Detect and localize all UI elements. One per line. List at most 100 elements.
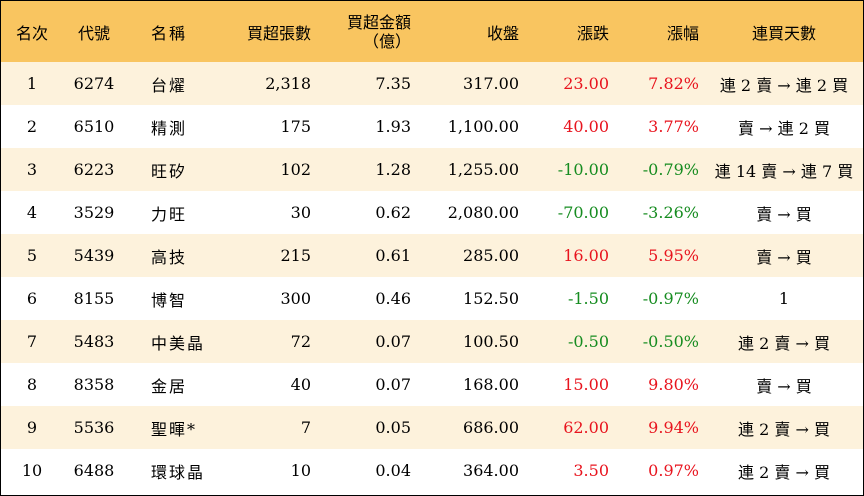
cell-change: -10.00 [557,160,609,179]
cell-buy-amount: 0.07 [375,375,411,394]
table-row: 2 6510 精測 175 1.93 1,100.00 40.00 3.77% 賣 → 連 2 … [1,105,863,148]
cell-close: 1,255.00 [447,160,519,179]
cell-buy-amount: 0.07 [375,332,411,351]
cell-rank: 6 [26,289,38,308]
cell-close: 100.50 [463,332,519,351]
cell-name: 博智 [151,290,188,310]
cell-rank: 4 [26,203,38,222]
cell-buy-lots: 7 [300,418,311,437]
cell-buy-amount: 0.46 [375,289,411,308]
table-row: 3 6223 旺矽 102 1.28 1,255.00 -10.00 -0.79% 連 14 賣… [1,148,863,191]
cell-buy-amount: 0.61 [375,246,411,265]
cell-name: 精測 [151,118,188,138]
cell-name: 台燿 [151,75,188,95]
cell-name: 中美晶 [151,333,206,353]
cell-consecutive-days: 連 14 賣 → 連 7 買 [714,161,854,181]
cell-close: 686.00 [463,418,519,437]
table-row: 7 5483 中美晶 72 0.07 100.50 -0.50 -0.50% 連 2 賣 → 買 [1,320,863,363]
header-code: 代號 [77,23,110,43]
cell-consecutive-days: 賣 → 連 2 買 [738,118,830,138]
cell-consecutive-days: 1 [778,289,790,308]
cell-consecutive-days: 賣 → 買 [756,376,812,396]
cell-rank: 9 [26,418,38,437]
cell-buy-lots: 10 [290,461,311,480]
cell-change: 23.00 [563,74,609,93]
cell-code: 5536 [73,418,115,437]
cell-change: -1.50 [567,289,609,308]
cell-name: 旺矽 [151,161,188,181]
cell-rank: 2 [26,117,38,136]
header-name: 名稱 [151,23,188,43]
cell-name: 高技 [151,247,188,267]
header-change-pct: 漲幅 [666,23,699,43]
header-row: 名次 代號 名稱 買超張數 買超金額 （億） 收盤 漲跌 漲幅 連買天數 [1,1,863,62]
cell-change: 40.00 [563,117,609,136]
cell-code: 6274 [73,74,115,93]
cell-close: 1,100.00 [447,117,519,136]
cell-buy-lots: 2,318 [265,74,311,93]
cell-close: 168.00 [463,375,519,394]
table-row: 4 3529 力旺 30 0.62 2,080.00 -70.00 -3.26% 賣 → 買 [1,191,863,234]
cell-consecutive-days: 連 2 賣 → 買 [738,419,830,439]
cell-close: 317.00 [463,74,519,93]
cell-change: -70.00 [557,203,609,222]
cell-buy-lots: 72 [290,332,311,351]
cell-rank: 7 [26,332,38,351]
cell-buy-lots: 102 [280,160,311,179]
cell-consecutive-days: 賣 → 買 [756,247,812,267]
table-row: 8 8358 金居 40 0.07 168.00 15.00 9.80% 賣 → 買 [1,363,863,406]
cell-buy-amount: 1.28 [375,160,411,179]
cell-change-pct: -3.26% [642,203,699,222]
cell-change-pct: 5.95% [648,246,699,265]
cell-change: 62.00 [563,418,609,437]
table-row: 6 8155 博智 300 0.46 152.50 -1.50 -0.97% 1 [1,277,863,320]
cell-close: 364.00 [463,461,519,480]
table-row: 10 6488 環球晶 10 0.04 364.00 3.50 0.97% 連 2 賣 → 買 [1,449,863,492]
cell-code: 8155 [73,289,115,308]
header-buy-amount: 買超金額 （億） [329,1,429,62]
cell-consecutive-days: 連 2 賣 → 買 [738,333,830,353]
header-buy-amount-line2: （億） [362,31,411,51]
table-row: 1 6274 台燿 2,318 7.35 317.00 23.00 7.82% 連 2 賣 → … [1,62,863,105]
cell-buy-amount: 1.93 [375,117,411,136]
cell-code: 6223 [73,160,115,179]
cell-name: 力旺 [151,204,188,224]
cell-buy-lots: 40 [290,375,311,394]
cell-consecutive-days: 連 2 賣 → 買 [738,462,830,482]
cell-name: 環球晶 [151,462,206,482]
cell-change: 3.50 [573,461,609,480]
cell-buy-lots: 30 [290,203,311,222]
cell-code: 6488 [73,461,115,480]
cell-name: 金居 [151,376,188,396]
cell-change-pct: 7.82% [648,74,699,93]
cell-change: 15.00 [563,375,609,394]
cell-buy-amount: 7.35 [375,74,411,93]
header-buy-amount-line1: 買超金額 [346,12,411,32]
table-body: 1 6274 台燿 2,318 7.35 317.00 23.00 7.82% 連 2 賣 → … [1,62,863,492]
cell-change: -0.50 [567,332,609,351]
cell-code: 3529 [73,203,115,222]
header-rank: 名次 [15,23,48,43]
header-change: 漲跌 [576,23,609,43]
table-header: 名次 代號 名稱 買超張數 買超金額 （億） 收盤 漲跌 漲幅 連買天數 [1,1,863,62]
cell-name: 聖暉* [151,419,198,439]
cell-consecutive-days: 賣 → 買 [756,204,812,224]
cell-change-pct: 0.97% [648,461,699,480]
table-row: 5 5439 高技 215 0.61 285.00 16.00 5.95% 賣 → 買 [1,234,863,277]
header-buy-lots: 買超張數 [246,23,311,43]
cell-change-pct: 3.77% [648,117,699,136]
cell-code: 5483 [73,332,115,351]
cell-buy-amount: 0.04 [375,461,411,480]
cell-change-pct: -0.79% [642,160,699,179]
cell-rank: 5 [26,246,38,265]
cell-change-pct: -0.97% [642,289,699,308]
cell-change-pct: 9.80% [648,375,699,394]
table-row: 9 5536 聖暉* 7 0.05 686.00 62.00 9.94% 連 2 賣 → 買 [1,406,863,449]
header-consecutive-days: 連買天數 [751,23,816,43]
cell-buy-amount: 0.62 [375,203,411,222]
cell-close: 285.00 [463,246,519,265]
cell-close: 152.50 [463,289,519,308]
cell-buy-lots: 215 [280,246,311,265]
cell-code: 5439 [73,246,115,265]
